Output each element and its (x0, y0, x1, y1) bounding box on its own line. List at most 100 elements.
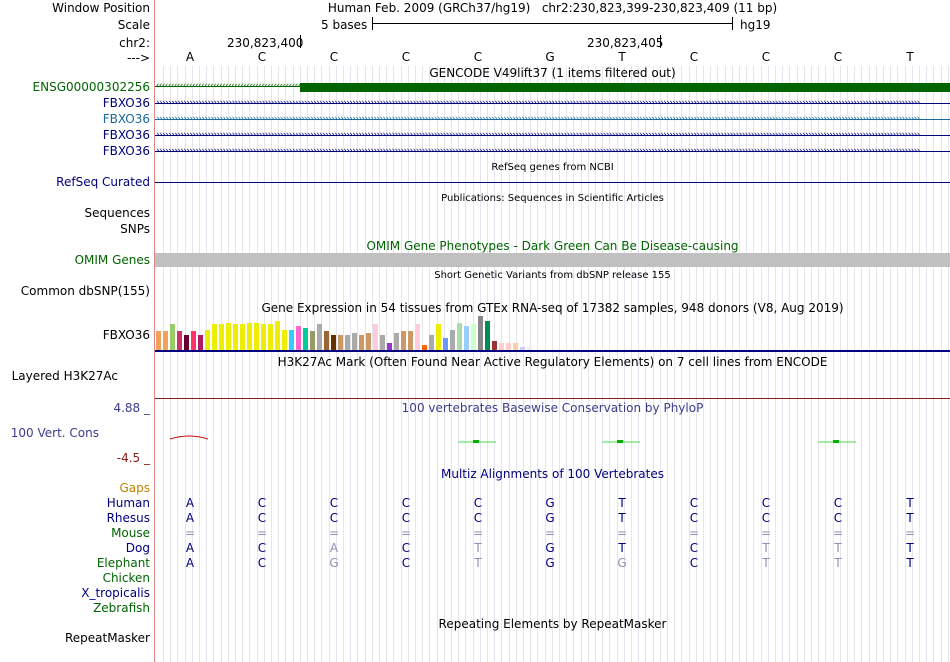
gtex-tissue-bar[interactable] (184, 335, 189, 350)
gtex-tissue-bar[interactable] (282, 330, 287, 350)
track-label-ensg[interactable]: ENSG00000302256 (32, 80, 150, 94)
gtex-tissue-bar[interactable] (170, 324, 175, 350)
gtex-tissue-bar[interactable] (289, 330, 294, 350)
gtex-tissue-bar[interactable] (317, 324, 322, 350)
gtex-tissue-bar[interactable] (429, 335, 434, 350)
gtex-tissue-bar[interactable] (205, 330, 210, 350)
gtex-tissue-bar[interactable] (471, 324, 476, 350)
gridline (530, 66, 532, 662)
gtex-tissue-bar[interactable] (233, 324, 238, 350)
gtex-tissue-bar[interactable] (485, 321, 490, 350)
gridline (587, 66, 589, 662)
gtex-tissue-bar[interactable] (261, 324, 266, 350)
gtex-tissue-bar[interactable] (506, 343, 511, 350)
phylop-signal[interactable] (155, 430, 950, 450)
gtex-tissue-bar[interactable] (163, 331, 168, 350)
gtex-tissue-bar[interactable] (268, 324, 273, 350)
fbxo36-4-arrows[interactable]: ››››››››››››››››››››››››››››››››››››››››… (155, 147, 921, 155)
gtex-tissue-bar[interactable] (177, 331, 182, 350)
gtex-tissue-bar[interactable] (219, 324, 224, 350)
gridline (487, 66, 488, 662)
gtex-tissue-bar[interactable] (408, 331, 413, 350)
gridline (638, 66, 640, 662)
track-label-fbxo36-3[interactable]: FBXO36 (102, 128, 150, 142)
gtex-tissue-bar[interactable] (415, 324, 420, 350)
snps-track-label[interactable]: SNPs (120, 222, 150, 236)
gtex-tissue-bar[interactable] (240, 324, 245, 350)
gtex-tissue-bar[interactable] (275, 321, 280, 350)
omim-track-label[interactable]: OMIM Genes (74, 253, 150, 267)
alignment-base: = (904, 526, 916, 540)
gtex-tissue-bar[interactable] (226, 323, 231, 350)
gtex-tissue-bar[interactable] (373, 324, 378, 350)
gtex-tissue-bar[interactable] (443, 338, 448, 350)
gtex-tissue-bar[interactable] (457, 323, 462, 350)
fbxo36-3-arrows[interactable]: ››››››››››››››››››››››››››››››››››››››››… (155, 131, 921, 139)
gtex-tissue-bar[interactable] (324, 331, 329, 350)
track-label-fbxo36-1[interactable]: FBXO36 (102, 96, 150, 110)
refseq-gene-line[interactable] (155, 182, 950, 183)
gridline (940, 66, 942, 662)
track-label-fbxo36-2[interactable]: FBXO36 (102, 112, 150, 126)
gridline (537, 66, 539, 662)
gtex-tissue-bar[interactable] (478, 316, 483, 350)
gtex-tissue-bar[interactable] (436, 324, 441, 350)
gtex-tissue-bar[interactable] (156, 331, 161, 350)
gtex-tissue-bar[interactable] (254, 323, 259, 350)
gridline (839, 66, 841, 662)
gtex-tissue-bar[interactable] (499, 343, 504, 350)
h3k27ac-track-label[interactable]: Layered H3K27Ac (11, 369, 118, 383)
gtex-tissue-bar[interactable] (527, 347, 532, 350)
gridline (659, 66, 661, 662)
ensg-gene-block[interactable] (300, 83, 950, 92)
gridline (227, 66, 229, 662)
dbsnp-track-label[interactable]: Common dbSNP(155) (20, 284, 150, 298)
gridline (667, 66, 668, 662)
gtex-tissue-bar[interactable] (366, 333, 371, 350)
gridline (343, 66, 344, 662)
alignment-base: A (185, 496, 195, 510)
repeatmasker-track-label[interactable]: RepeatMasker (64, 631, 150, 645)
fbxo36-4-line (155, 151, 950, 152)
gtex-bar-chart[interactable] (156, 316, 536, 350)
alignment-base: C (401, 511, 411, 525)
alignment-base: C (257, 496, 267, 510)
fbxo36-2-arrows[interactable]: ››››››››››››››››››››››››››››››››››››››››… (155, 115, 921, 123)
gtex-tissue-bar[interactable] (387, 343, 392, 350)
gtex-track-label[interactable]: FBXO36 (102, 328, 150, 342)
gtex-tissue-bar[interactable] (198, 335, 203, 350)
gtex-tissue-bar[interactable] (520, 347, 525, 350)
gtex-tissue-bar[interactable] (191, 331, 196, 350)
phylop-track-label[interactable]: 100 Vert. Cons (10, 426, 99, 440)
omim-gene-bar[interactable] (155, 253, 950, 267)
gtex-tissue-bar[interactable] (296, 326, 301, 350)
gtex-tissue-bar[interactable] (338, 335, 343, 350)
gtex-tissue-bar[interactable] (492, 341, 497, 350)
track-data-area[interactable]: Human Feb. 2009 (GRCh37/hg19) chr2:230,8… (155, 0, 950, 662)
gtex-tissue-bar[interactable] (394, 333, 399, 350)
gtex-tissue-bar[interactable] (247, 323, 252, 350)
gtex-tissue-bar[interactable] (422, 345, 427, 350)
fbxo36-1-arrows[interactable]: ››››››››››››››››››››››››››››››››››››››››… (155, 99, 921, 107)
gtex-tissue-bar[interactable] (352, 333, 357, 350)
gridline (436, 66, 438, 662)
alignment-base: G (545, 541, 555, 555)
gtex-tissue-bar[interactable] (450, 330, 455, 350)
gridline (206, 66, 208, 662)
gtex-tissue-bar[interactable] (310, 331, 315, 350)
alignment-base: A (185, 511, 195, 525)
gtex-tissue-bar[interactable] (464, 326, 469, 350)
gtex-tissue-bar[interactable] (380, 335, 385, 350)
gtex-tissue-bar[interactable] (401, 331, 406, 350)
gtex-tissue-bar[interactable] (359, 335, 364, 350)
gtex-tissue-bar[interactable] (331, 335, 336, 350)
gtex-tissue-bar[interactable] (212, 324, 217, 350)
gtex-tissue-bar[interactable] (345, 335, 350, 350)
gridline (789, 66, 791, 662)
refseq-track-label[interactable]: RefSeq Curated (56, 175, 150, 189)
track-label-fbxo36-4[interactable]: FBXO36 (102, 144, 150, 158)
sequences-track-label[interactable]: Sequences (84, 206, 150, 220)
gtex-tissue-bar[interactable] (303, 328, 308, 350)
gtex-tissue-bar[interactable] (513, 343, 518, 350)
alignment-base: = (616, 526, 628, 540)
